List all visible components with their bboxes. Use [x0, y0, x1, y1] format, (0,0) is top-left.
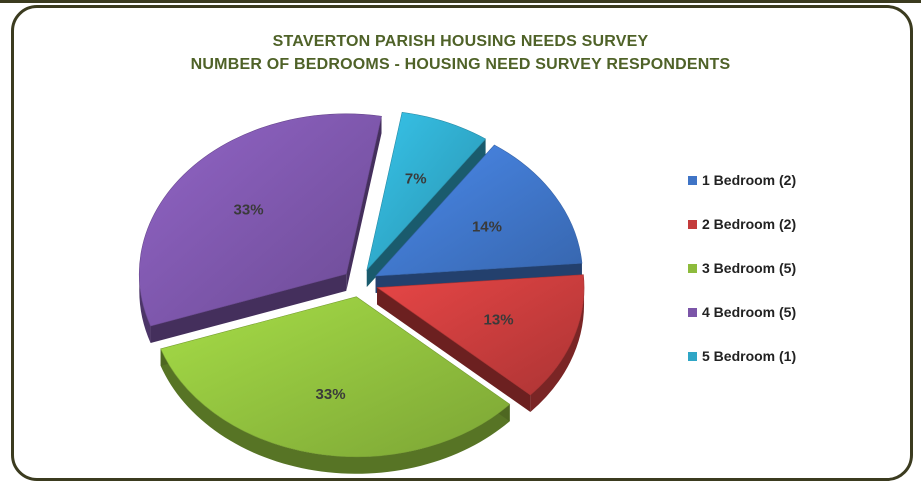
pie-edge-4-2	[346, 116, 382, 291]
pie-slice-2	[376, 274, 585, 396]
chart-subtitle: NUMBER OF BEDROOMS - HOUSING NEED SURVEY…	[190, 56, 731, 73]
chart-title: STAVERTON PARISH HOUSING NEEDS SURVEY	[272, 33, 649, 50]
pie-slice-5	[366, 112, 487, 272]
pie-slice-4	[139, 113, 382, 327]
pie-top-layer: 14% 13% 33% 33% 7%	[139, 112, 585, 457]
legend-label-5-bedroom: 5 Bedroom (1)	[702, 348, 797, 364]
data-label-2: 13%	[484, 311, 514, 328]
pie-side-2	[530, 287, 585, 412]
data-label-3: 33%	[316, 386, 346, 403]
legend-item-3-bedroom: 3 Bedroom (5)	[688, 258, 796, 278]
top-border-strip	[0, 0, 921, 3]
legend-swatch-2-bedroom	[688, 219, 697, 229]
legend-swatch-1-bedroom	[688, 175, 697, 185]
pie-slice-1	[374, 144, 583, 277]
legend-swatch-3-bedroom	[688, 263, 697, 273]
pie-edge-4-1	[150, 273, 347, 343]
legend-item-4-bedroom: 4 Bedroom (5)	[688, 302, 796, 322]
legend-swatch-5-bedroom	[688, 351, 697, 361]
pie-edge-2-2	[377, 287, 531, 412]
legend-label-1-bedroom: 1 Bedroom (2)	[702, 172, 797, 188]
pie-side-4	[139, 273, 151, 343]
data-label-4: 33%	[234, 202, 264, 219]
legend-item-2-bedroom: 2 Bedroom (2)	[688, 214, 796, 234]
pie-edge-5-2	[366, 138, 486, 288]
data-label-1: 14%	[472, 219, 502, 236]
legend-label-2-bedroom: 2 Bedroom (2)	[702, 216, 797, 232]
data-label-5: 7%	[405, 170, 427, 187]
pie-slice-3	[160, 296, 511, 457]
legend-label-3-bedroom: 3 Bedroom (5)	[702, 260, 797, 276]
legend-label-4-bedroom: 4 Bedroom (5)	[702, 304, 797, 320]
chart-title-block: STAVERTON PARISH HOUSING NEEDS SURVEY NU…	[0, 30, 921, 76]
legend-item-5-bedroom: 5 Bedroom (1)	[688, 346, 796, 366]
legend-swatch-4-bedroom	[688, 307, 697, 317]
chart-legend: 1 Bedroom (2) 2 Bedroom (2) 3 Bedroom (5…	[688, 170, 796, 390]
legend-item-1-bedroom: 1 Bedroom (2)	[688, 170, 796, 190]
pie-side-3	[160, 348, 510, 474]
